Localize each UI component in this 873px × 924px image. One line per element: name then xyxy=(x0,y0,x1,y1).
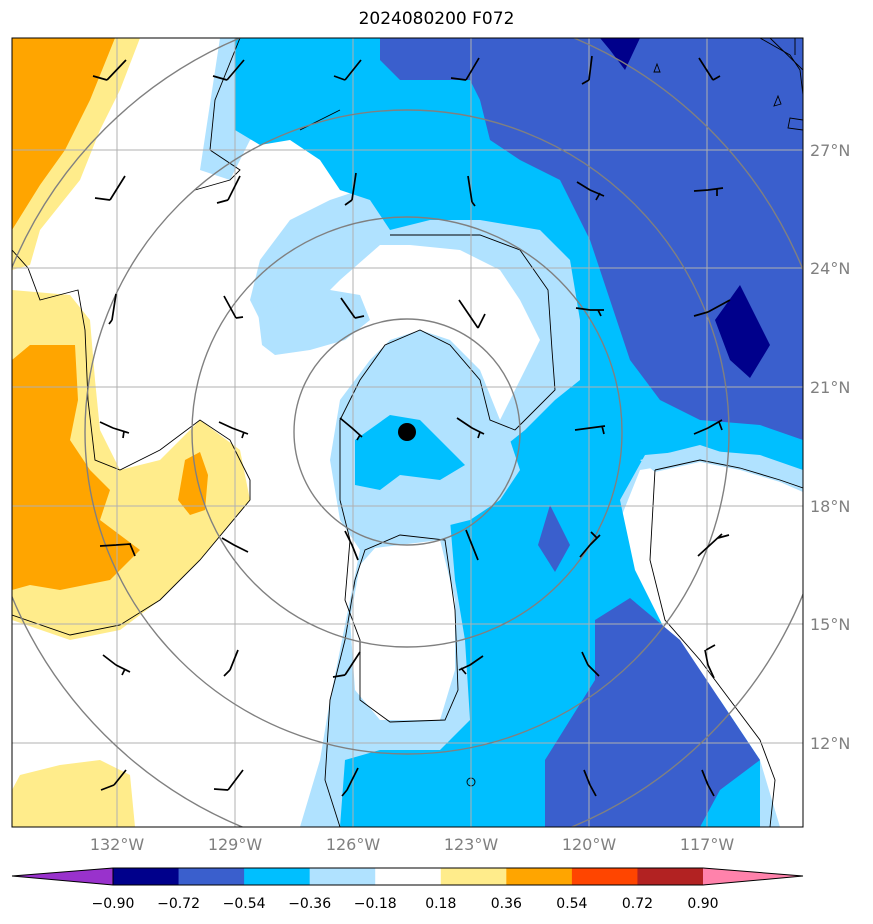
colorbar-extend-high xyxy=(703,868,803,885)
colorbar-segment xyxy=(637,868,704,885)
lat-label: 18°N xyxy=(810,497,850,516)
colorbar-tick-label: 0.36 xyxy=(491,896,522,912)
lat-label: 27°N xyxy=(810,141,850,160)
gridlines xyxy=(12,38,803,827)
colorbar: −0.90 −0.72 −0.54 −0.36 −0.18 0.18 0.36 0.54 0.7… xyxy=(11,867,804,912)
lat-label: 15°N xyxy=(810,615,850,634)
colorbar-tick-label: −0.36 xyxy=(288,896,331,912)
latitude-labels: 27°N 24°N 21°N 18°N 15°N 12°N xyxy=(810,141,850,753)
map-panel xyxy=(12,38,803,827)
colorbar-segment xyxy=(244,868,311,885)
range-ring xyxy=(191,216,623,648)
chart-title: 2024080200 F072 xyxy=(358,9,515,29)
range-ring xyxy=(84,109,730,755)
colorbar-tick-label: 0.90 xyxy=(687,896,718,912)
lon-label: 120°W xyxy=(562,835,617,854)
colorbar-tick-label: −0.18 xyxy=(354,896,397,912)
lon-label: 129°W xyxy=(208,835,263,854)
lat-label: 24°N xyxy=(810,259,850,278)
colorbar-tick-label: 0.54 xyxy=(556,896,587,912)
map-frame xyxy=(11,37,804,828)
colorbar-tick-label: 0.72 xyxy=(622,896,653,912)
colorbar-tick-label: −0.72 xyxy=(157,896,200,912)
colorbar-segment xyxy=(571,868,638,885)
colorbar-extend-low xyxy=(12,868,113,885)
lon-label: 132°W xyxy=(90,835,145,854)
storm-center-marker xyxy=(398,423,416,441)
colorbar-tick-label: 0.18 xyxy=(425,896,456,912)
colorbar-segment xyxy=(309,868,376,885)
colorbar-segment xyxy=(440,868,507,885)
lon-label: 126°W xyxy=(326,835,381,854)
range-ring xyxy=(293,318,521,546)
lat-label: 21°N xyxy=(810,378,850,397)
colorbar-segment xyxy=(506,868,573,885)
lon-label: 123°W xyxy=(444,835,499,854)
lon-label: 117°W xyxy=(680,835,735,854)
colorbar-segment xyxy=(375,868,442,885)
colorbar-tick-label: −0.90 xyxy=(92,896,135,912)
lat-label: 12°N xyxy=(810,734,850,753)
colorbar-tick-label: −0.54 xyxy=(223,896,266,912)
colorbar-segment xyxy=(113,868,180,885)
colorbar-segment xyxy=(178,868,245,885)
wind-barbs xyxy=(92,55,731,797)
longitude-labels: 132°W 129°W 126°W 123°W 120°W 117°W xyxy=(90,835,735,854)
range-rings xyxy=(12,38,803,827)
